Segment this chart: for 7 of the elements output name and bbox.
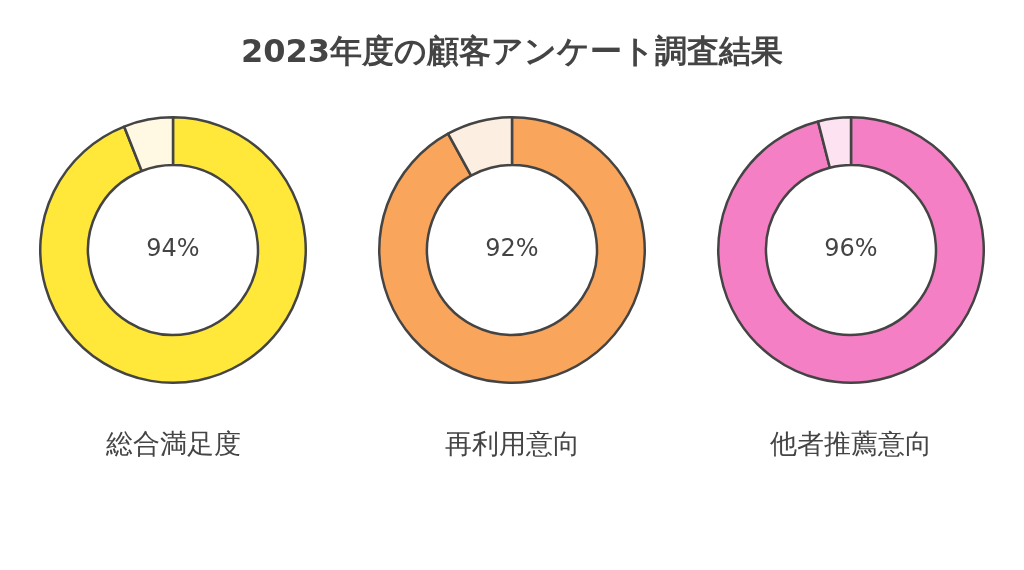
- data-label: 96%: [824, 234, 878, 263]
- text: 再利用意向: [444, 427, 580, 461]
- data-label: 92%: [485, 234, 539, 263]
- text: 他者推薦意向: [770, 427, 932, 461]
- text: 2023年度の顧客アンケート調査結果: [239, 31, 785, 72]
- data-label: 94%: [146, 234, 200, 263]
- text: 総合満足度: [105, 427, 241, 461]
